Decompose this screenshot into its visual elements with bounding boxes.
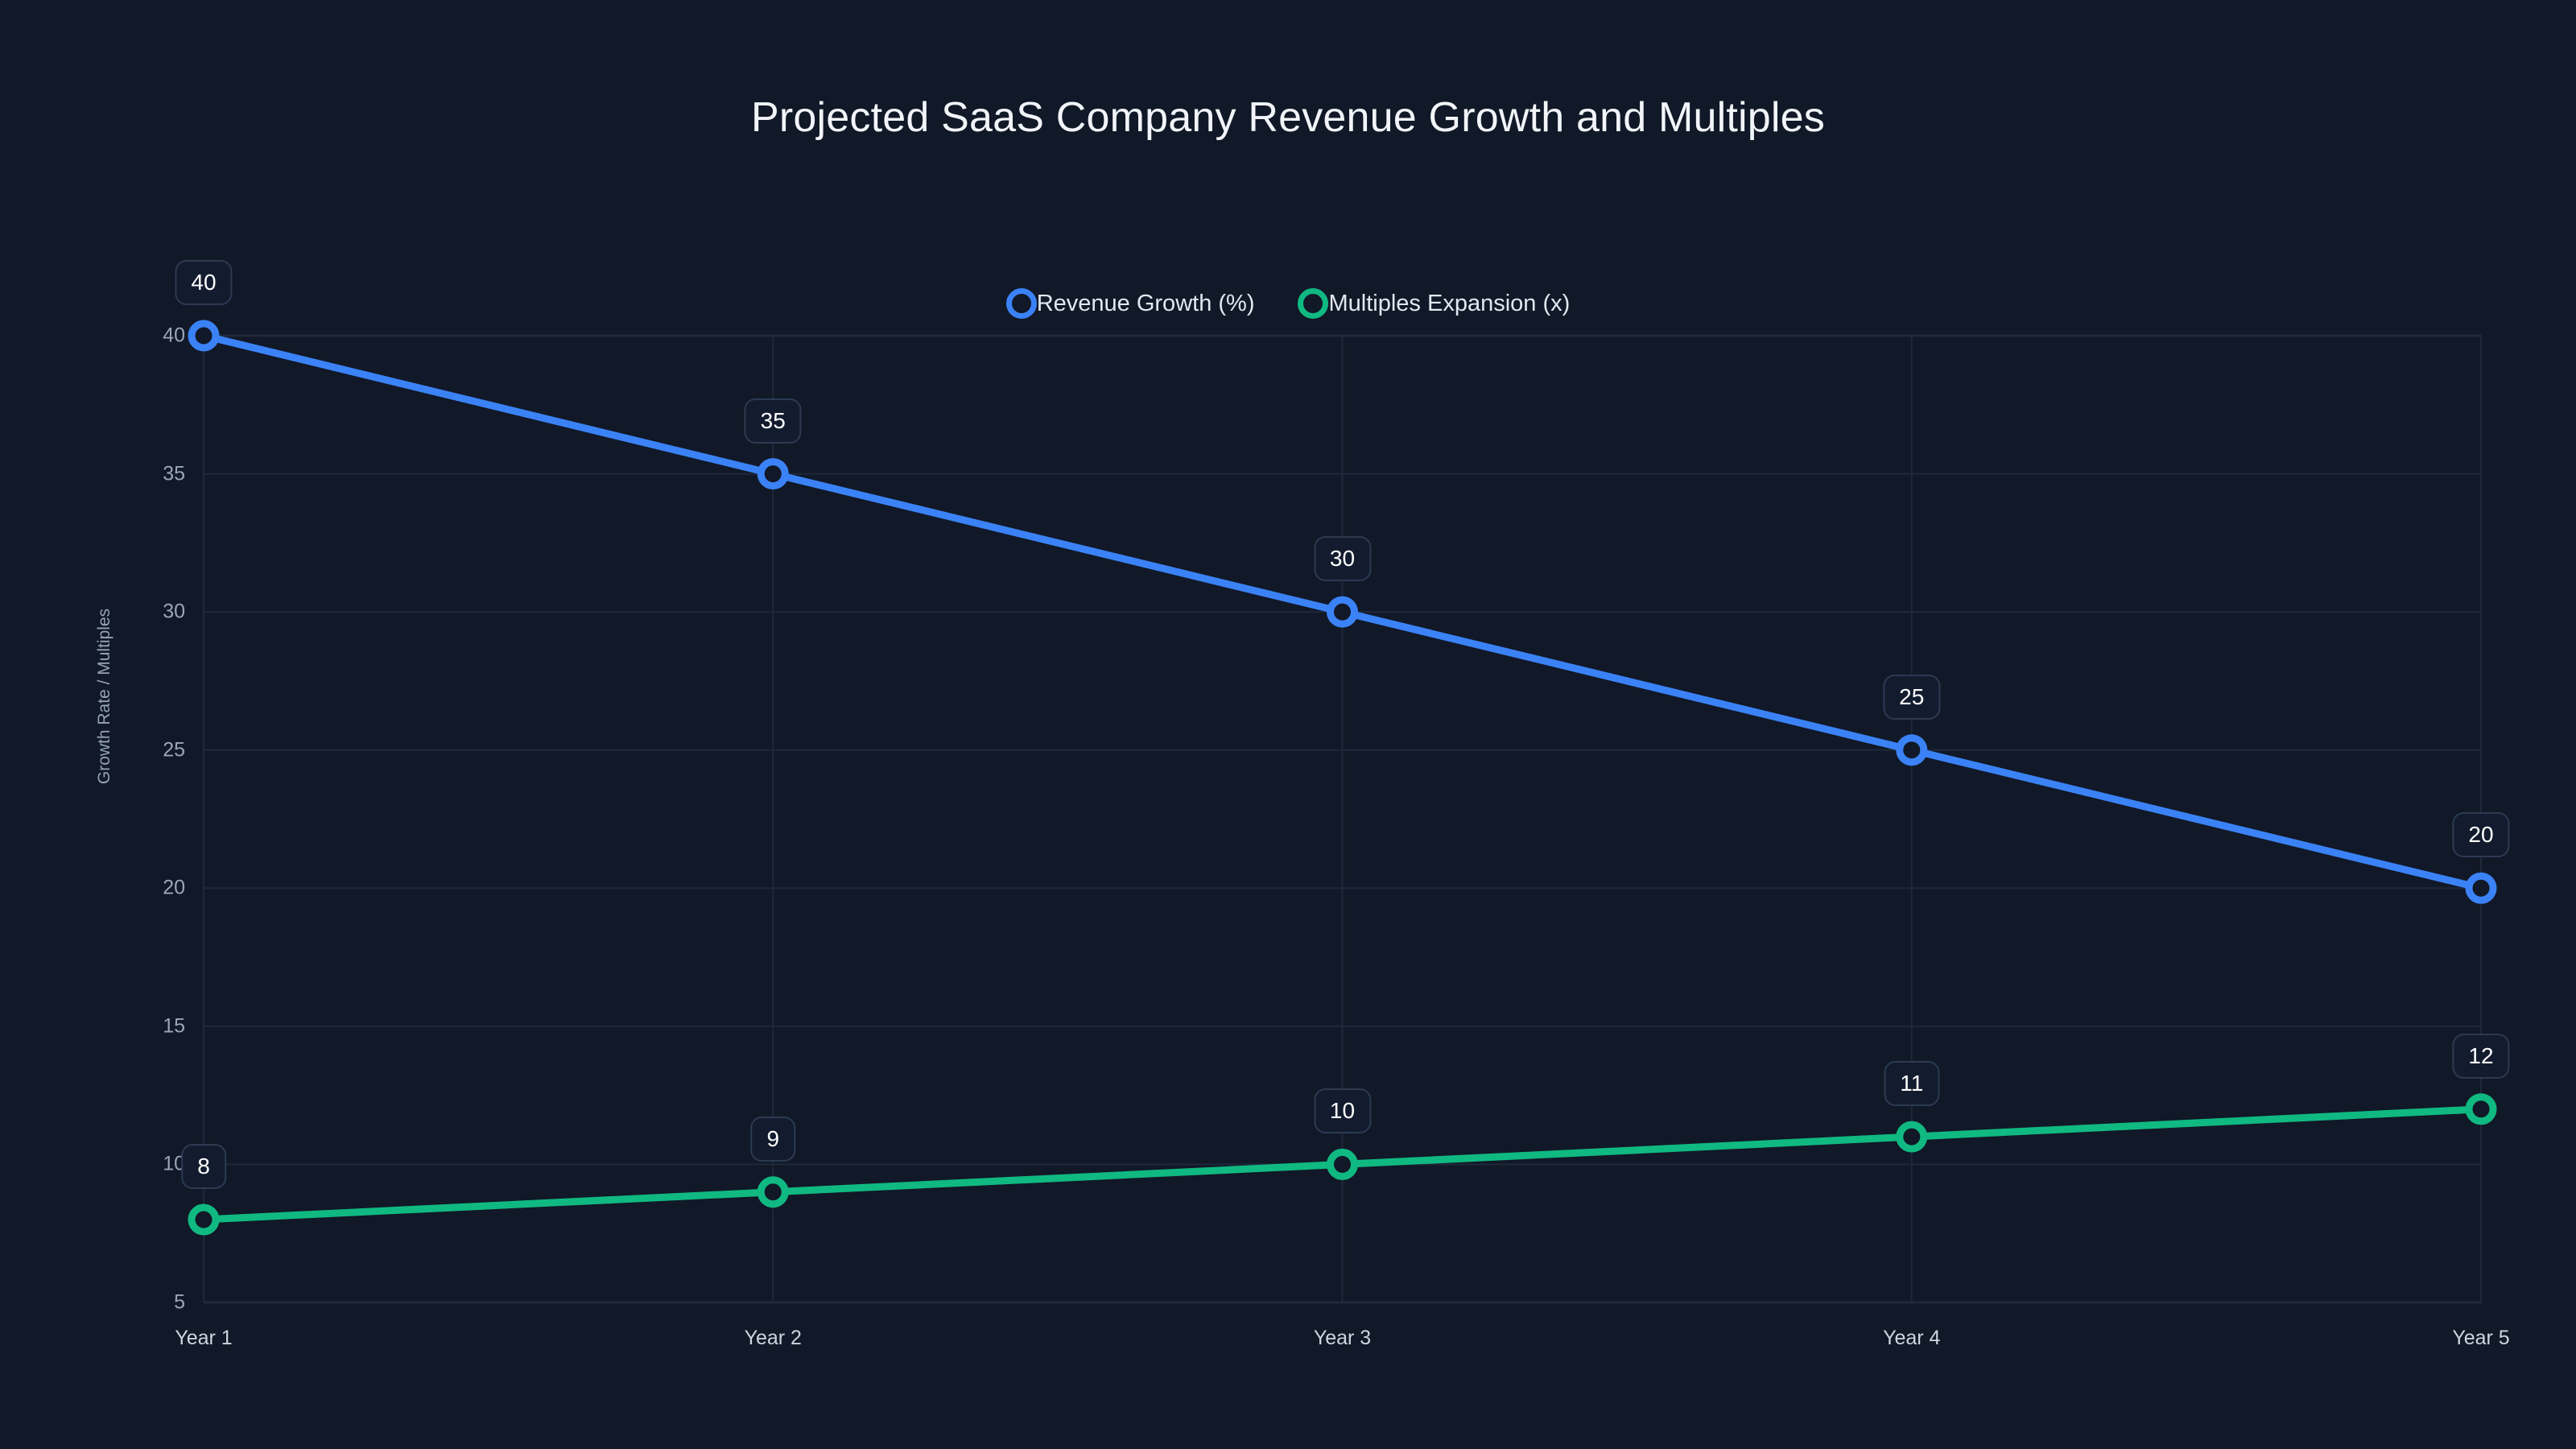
chart-title: Projected SaaS Company Revenue Growth an… — [750, 94, 1826, 141]
x-tick-label: Year 3 — [1313, 1327, 1372, 1349]
data-point-marker[interactable] — [2465, 872, 2497, 904]
data-point-label: 25 — [1883, 674, 1941, 720]
data-point-marker[interactable] — [188, 1203, 220, 1236]
y-tick-label: 20 — [163, 876, 185, 899]
y-tick-label: 15 — [163, 1014, 185, 1038]
x-tick-label: Year 4 — [1883, 1327, 1941, 1349]
data-point-marker[interactable] — [757, 1176, 789, 1208]
y-tick-label: 25 — [163, 738, 185, 762]
y-tick-label: 10 — [163, 1152, 185, 1175]
legend-item-0[interactable]: Revenue Growth (%) — [1005, 288, 1255, 319]
series-markers — [188, 320, 2497, 1236]
y-tick-label: 40 — [163, 324, 185, 347]
legend-label: Multiples Expansion (x) — [1328, 290, 1571, 316]
data-point-label: 35 — [744, 398, 802, 444]
y-tick-label: 35 — [163, 462, 185, 485]
data-point-label: 8 — [181, 1144, 226, 1190]
data-point-label: 9 — [750, 1116, 796, 1162]
data-point-label: 11 — [1884, 1061, 1940, 1107]
data-point-marker[interactable] — [2465, 1093, 2497, 1125]
legend-marker-icon — [1298, 288, 1329, 319]
legend-marker-icon — [1005, 288, 1037, 319]
data-point-label: 20 — [2452, 812, 2510, 858]
x-tick-label: Year 2 — [744, 1327, 802, 1349]
y-tick-label: 30 — [163, 600, 185, 623]
data-point-label: 40 — [175, 260, 233, 305]
data-point-label: 10 — [1313, 1088, 1372, 1134]
legend-item-1[interactable]: Multiples Expansion (x) — [1298, 288, 1570, 319]
chart-legend: Revenue Growth (%) Multiples Expansion (x… — [0, 288, 2576, 319]
data-point-label: 12 — [2452, 1033, 2510, 1079]
x-tick-label: Year 1 — [175, 1327, 233, 1349]
data-point-marker[interactable] — [188, 320, 220, 352]
legend-label: Revenue Growth (%) — [1036, 290, 1255, 316]
data-point-marker[interactable] — [1327, 596, 1358, 628]
y-tick-label: 5 — [174, 1290, 185, 1314]
data-point-label: 30 — [1313, 536, 1372, 582]
x-tick-label: Year 5 — [2452, 1327, 2510, 1349]
data-point-marker[interactable] — [1896, 734, 1928, 766]
data-point-marker[interactable] — [1327, 1148, 1358, 1180]
data-point-marker[interactable] — [757, 458, 789, 490]
data-point-marker[interactable] — [1896, 1121, 1928, 1153]
